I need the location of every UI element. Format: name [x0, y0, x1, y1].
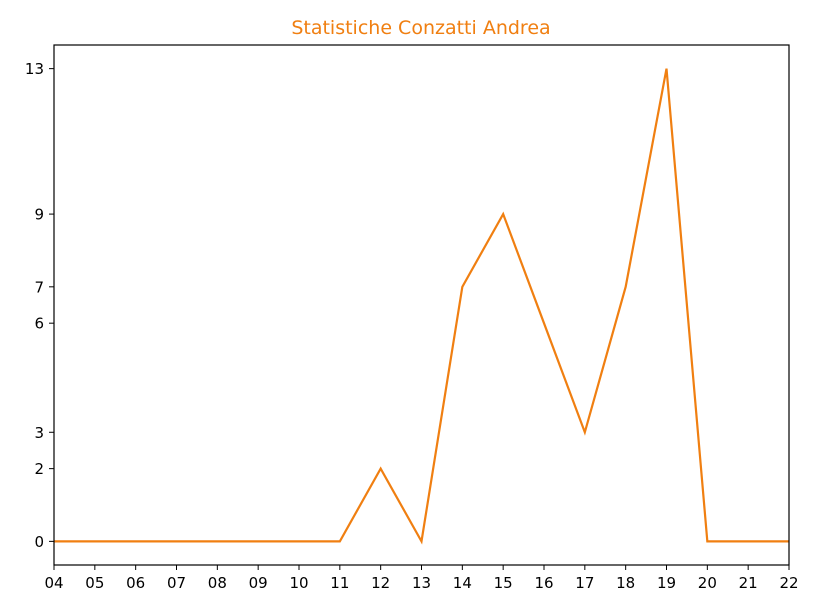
x-tick-label: 10	[289, 574, 308, 592]
plot-area	[54, 68, 789, 545]
y-tick-label: 2	[34, 460, 44, 478]
y-tick-label: 0	[34, 533, 44, 551]
y-tick-label: 9	[34, 206, 44, 224]
x-tick-label: 13	[412, 574, 431, 592]
x-tick-label: 21	[739, 574, 758, 592]
y-tick-label: 6	[34, 315, 44, 333]
x-tick-label: 08	[208, 574, 227, 592]
x-tick-label: 11	[330, 574, 349, 592]
x-tick-label: 05	[85, 574, 104, 592]
x-tick-label: 07	[167, 574, 186, 592]
chart-title: Statistiche Conzatti Andrea	[291, 17, 550, 39]
x-tick-label: 14	[453, 574, 472, 592]
x-tick-label: 20	[698, 574, 717, 592]
plot-frame	[53, 44, 790, 566]
x-tick-label: 04	[44, 574, 63, 592]
x-tick-label: 06	[126, 574, 145, 592]
x-tick-label: 16	[534, 574, 553, 592]
y-tick-label: 7	[34, 278, 44, 296]
x-axis: 04 05 06 07 08 09 10 11 12 13 14 15 16 17 18 19 20 21 22	[44, 565, 799, 592]
x-tick-label: 17	[575, 574, 594, 592]
y-axis: 0 2 3 6 7 9 13	[25, 60, 54, 551]
x-tick-label: 12	[371, 574, 390, 592]
x-tick-label: 22	[779, 574, 798, 592]
x-tick-label: 19	[657, 574, 676, 592]
y-tick-label: 3	[34, 424, 44, 442]
x-tick-label: 09	[249, 574, 268, 592]
x-tick-label: 15	[494, 574, 513, 592]
x-tick-label: 18	[616, 574, 635, 592]
series-line	[54, 68, 789, 545]
y-tick-label: 13	[25, 60, 44, 78]
